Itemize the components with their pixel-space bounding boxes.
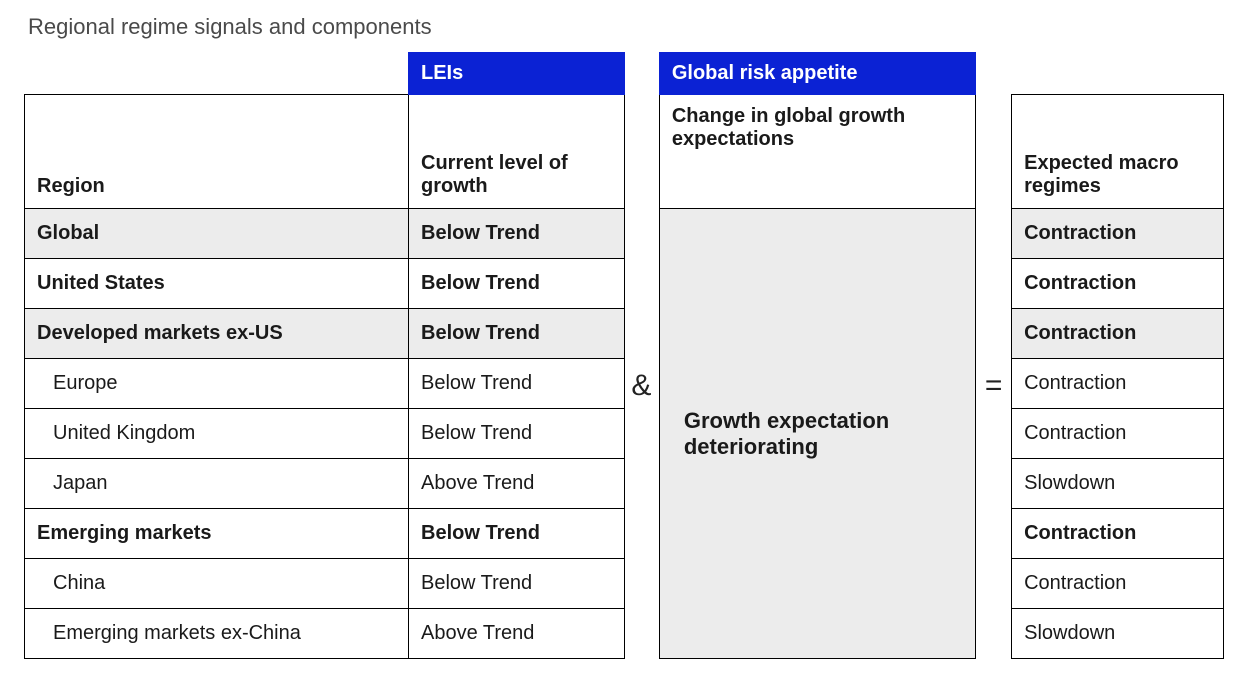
growth-cell: Below Trend xyxy=(409,209,625,259)
regime-cell: Contraction xyxy=(1012,408,1224,458)
leis-header: LEIs xyxy=(409,53,625,95)
region-cell: Europe xyxy=(25,359,409,409)
regime-cell: Slowdown xyxy=(1012,458,1224,508)
left-panel: LEIs Region Current level of growth Glob… xyxy=(24,52,624,659)
growth-cell: Below Trend xyxy=(409,559,625,609)
region-cell: Emerging markets xyxy=(25,509,409,559)
region-cell: United Kingdom xyxy=(25,409,409,459)
leis-table: LEIs Region Current level of growth Glob… xyxy=(24,52,625,659)
regime-cell: Contraction xyxy=(1012,558,1224,608)
risk-body: Growth expectation deteriorating xyxy=(659,209,975,659)
layout-grid: LEIs Region Current level of growth Glob… xyxy=(24,52,1224,659)
growth-header: Current level of growth xyxy=(409,95,625,209)
and-operator: & xyxy=(624,52,659,659)
right-panel: Expected macro regimes ContractionContra… xyxy=(1011,52,1224,659)
regimes-header: Expected macro regimes xyxy=(1012,94,1224,208)
growth-cell: Below Trend xyxy=(409,409,625,459)
regime-cell: Contraction xyxy=(1012,308,1224,358)
regimes-table: Expected macro regimes ContractionContra… xyxy=(1011,52,1224,659)
risk-appetite-table: Global risk appetite Change in global gr… xyxy=(659,52,976,659)
regime-cell: Contraction xyxy=(1012,508,1224,558)
region-cell: Global xyxy=(25,209,409,259)
region-cell: China xyxy=(25,559,409,609)
region-cell: Japan xyxy=(25,459,409,509)
regime-cell: Contraction xyxy=(1012,208,1224,258)
regime-cell: Contraction xyxy=(1012,258,1224,308)
growth-cell: Below Trend xyxy=(409,509,625,559)
risk-header: Global risk appetite xyxy=(659,53,975,95)
equals-operator: = xyxy=(976,52,1011,659)
growth-cell: Below Trend xyxy=(409,359,625,409)
spacer xyxy=(1012,52,1224,94)
growth-cell: Above Trend xyxy=(409,609,625,659)
growth-cell: Below Trend xyxy=(409,309,625,359)
risk-subheader: Change in global growth expectations xyxy=(659,95,975,209)
spacer xyxy=(25,53,409,95)
regime-cell: Contraction xyxy=(1012,358,1224,408)
region-cell: Developed markets ex-US xyxy=(25,309,409,359)
regime-cell: Slowdown xyxy=(1012,608,1224,658)
middle-panel: Global risk appetite Change in global gr… xyxy=(659,52,976,659)
region-cell: Emerging markets ex-China xyxy=(25,609,409,659)
region-header: Region xyxy=(25,95,409,209)
growth-cell: Above Trend xyxy=(409,459,625,509)
region-cell: United States xyxy=(25,259,409,309)
page-title: Regional regime signals and components xyxy=(28,14,1224,40)
growth-cell: Below Trend xyxy=(409,259,625,309)
